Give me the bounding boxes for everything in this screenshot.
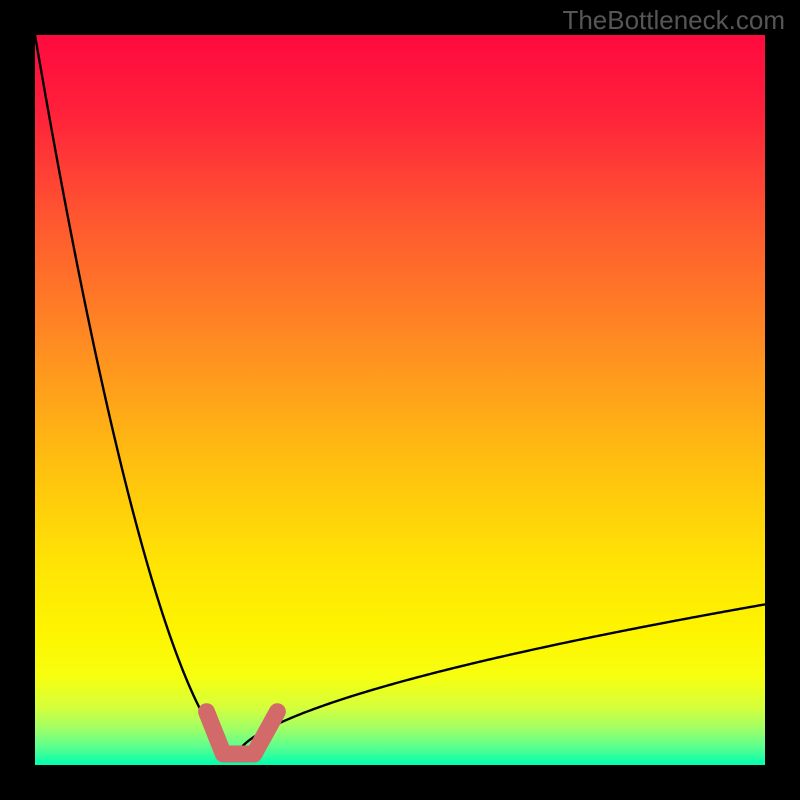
gradient-background bbox=[35, 35, 765, 765]
watermark-text: TheBottleneck.com bbox=[562, 5, 785, 36]
chart-canvas: TheBottleneck.com bbox=[0, 0, 800, 800]
plot-area bbox=[35, 35, 765, 765]
